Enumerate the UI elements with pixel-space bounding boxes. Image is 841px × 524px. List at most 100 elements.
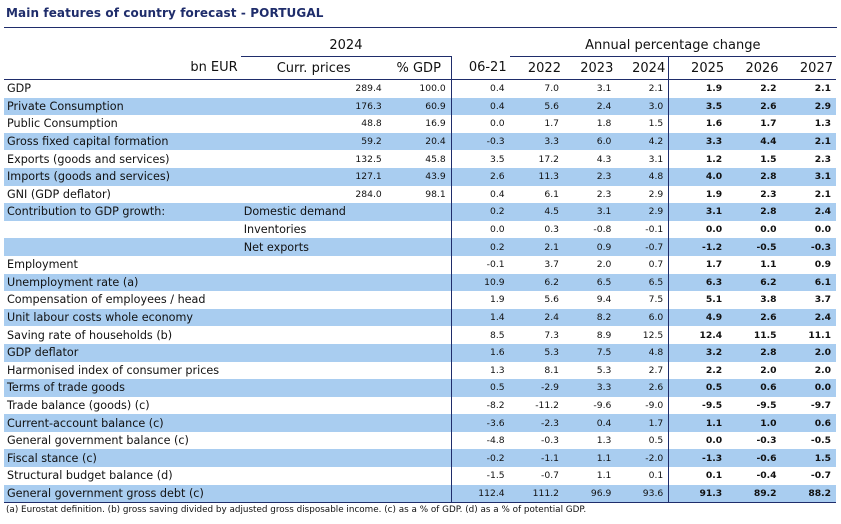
cell-2025: 1.9 (668, 79, 728, 98)
cell-2025: 6.3 (668, 273, 728, 292)
cell-pct-gdp (387, 256, 451, 274)
cell-2026: 4.4 (727, 132, 782, 151)
cell-2023: 1.1 (596, 470, 612, 482)
row-label: Unit labour costs whole economy (4, 308, 241, 327)
cell-2025: 3.2 (668, 343, 728, 362)
cell-06-21: 1.9 (450, 291, 510, 309)
cell-2025: 0.1 (668, 467, 728, 485)
table-row: Structural budget balance (d) -1.5 -0.7 1.1… (4, 467, 836, 485)
header-row-years: 2024 Annual percentage change (4, 34, 836, 57)
header-2024: 2024 (240, 34, 452, 57)
cell-2025: 3.1 (668, 203, 728, 221)
cell-2026: 1.1 (760, 259, 777, 271)
table-row: Inventories 0.0 0.3 -0.8 -0.1 0.0 0.0 0.0 (4, 220, 836, 239)
header-2022: 2022 (509, 56, 564, 80)
cell-curr-prices (303, 308, 387, 327)
row-spacer (241, 432, 303, 450)
cell-pct-gdp (386, 273, 452, 292)
cell-pct-gdp (387, 467, 451, 485)
row-label: Compensation of employees / head (7, 293, 206, 307)
row-label: GNI (GDP deflator) (7, 187, 111, 201)
row-label: Fiscal stance (c) (4, 449, 241, 468)
header-bn-eur: bn EUR (4, 56, 241, 80)
cell-2023: 2.4 (563, 97, 617, 116)
cell-2023: 6.5 (563, 273, 617, 292)
cell-2023: 3.1 (596, 83, 612, 95)
cell-2025: 0.0 (668, 431, 728, 450)
row-sublabel: Domestic demand (240, 203, 452, 221)
cell-2025: 1.7 (668, 255, 728, 274)
row-label: Contribution to GDP growth: (4, 203, 241, 221)
cell-pct-gdp (386, 449, 452, 468)
cell-06-21: -0.2 (450, 449, 510, 468)
row-label: Private Consumption (4, 97, 241, 116)
cell-2023: 8.2 (563, 308, 617, 327)
cell-pct-gdp: 16.9 (425, 118, 446, 130)
cell-2026: 2.2 (760, 83, 777, 95)
cell-2027: 11.1 (808, 329, 831, 341)
cell-pct-gdp: 20.4 (386, 132, 452, 151)
cell-2022: 17.2 (538, 153, 559, 165)
cell-2024: -2.0 (616, 449, 669, 468)
cell-2023: 4.3 (596, 153, 612, 165)
table-row: Current-account balance (c) -3.6 -2.3 0.4 1.… (4, 414, 836, 432)
table-row: Exports (goods and services) 132.5 45.8 3.5… (4, 150, 836, 168)
header-2023: 2023 (563, 56, 617, 80)
row-spacer (241, 291, 303, 309)
cell-2022: 3.7 (544, 259, 559, 271)
cell-2026: -0.5 (727, 238, 782, 256)
table-row: GDP 289.4 100.0 0.4 7.0 3.1 2.1 1.9 2.2 2.1 (4, 79, 836, 98)
header-curr-prices: Curr. prices (240, 56, 387, 80)
cell-2027: 2.9 (781, 97, 836, 116)
table-row: Saving rate of households (b) 8.5 7.3 8.9 12… (4, 326, 836, 344)
title-divider (4, 27, 837, 28)
cell-2024: 6.5 (616, 273, 669, 292)
cell-curr-prices (303, 432, 387, 450)
row-label: Structural budget balance (d) (7, 469, 173, 483)
table-row: Imports (goods and services) 127.1 43.9 2.6… (4, 167, 836, 186)
cell-06-21: 1.6 (450, 343, 510, 362)
cell-pct-gdp: 98.1 (425, 188, 446, 200)
cell-curr-prices: 127.1 (303, 167, 387, 186)
cell-2022: -1.1 (509, 449, 564, 468)
cell-06-21: 0.0 (450, 220, 510, 239)
row-spacer (241, 80, 303, 98)
table-row: Net exports 0.2 2.1 0.9 -0.7 -1.2 -0.5 -0.3 (4, 238, 836, 256)
cell-2023: 2.3 (563, 167, 617, 186)
table-row: General government balance (c) -4.8 -0.3 1.… (4, 431, 836, 450)
cell-06-21: 0.4 (450, 185, 510, 204)
cell-2026: 2.8 (727, 343, 782, 362)
table-row: General government gross debt (c) 112.4 11… (4, 484, 836, 504)
cell-2027: -0.5 (810, 435, 831, 447)
row-label: Imports (goods and services) (4, 167, 241, 186)
cell-2023: 1.8 (596, 118, 612, 130)
cell-2024: 4.8 (616, 343, 669, 362)
row-label: GDP deflator (4, 343, 241, 362)
row-spacer (241, 397, 303, 415)
table-row: Fiscal stance (c) -0.2 -1.1 1.1 -2.0 -1.3 -0.6… (4, 449, 836, 468)
cell-2025: -1.2 (668, 238, 728, 256)
cell-2026: 89.2 (727, 484, 782, 504)
cell-2022: -11.2 (535, 399, 559, 411)
header-06-21: 06-21 (450, 56, 510, 80)
row-spacer (240, 273, 304, 292)
cell-2027: 3.7 (814, 294, 831, 306)
cell-2024: 12.5 (642, 329, 664, 341)
cell-2027: 2.4 (781, 308, 836, 327)
cell-2022: 5.3 (509, 343, 564, 362)
cell-curr-prices (303, 343, 387, 362)
table-row: Employment -0.1 3.7 2.0 0.7 1.7 1.1 0.9 (4, 255, 836, 274)
cell-06-21: 0.2 (450, 238, 510, 256)
cell-2024: 2.6 (616, 379, 669, 397)
table-row: Unemployment rate (a) 10.9 6.2 6.5 6.5 6.3 6.2… (4, 273, 836, 292)
cell-pct-gdp (386, 379, 452, 397)
header-2024-col: 2024 (616, 56, 669, 80)
cell-2026: 11.5 (753, 329, 777, 341)
cell-2024: 3.0 (616, 97, 669, 116)
cell-curr-prices (303, 362, 387, 380)
cell-2027: 1.5 (781, 449, 836, 468)
table-row: Unit labour costs whole economy 1.4 2.4 8.2… (4, 308, 836, 327)
row-spacer (241, 186, 303, 204)
cell-2025: 12.4 (668, 326, 728, 344)
cell-2026: 0.0 (760, 224, 777, 236)
